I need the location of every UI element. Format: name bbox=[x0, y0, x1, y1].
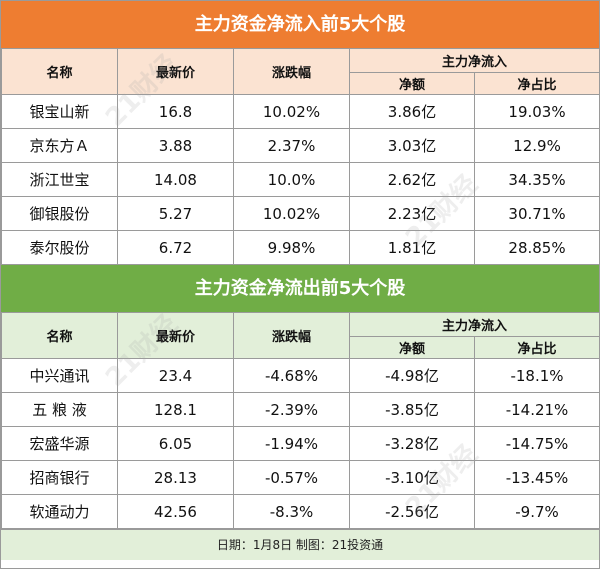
stock-price: 28.13 bbox=[117, 460, 234, 495]
outflow-table: 名称 最新价 涨跌幅 主力净流入 净额 净占比 中兴通讯 23.4 -4.68%… bbox=[1, 312, 600, 529]
flow-amount: -4.98亿 bbox=[349, 358, 475, 393]
flow-amount: 2.23亿 bbox=[349, 196, 475, 231]
stock-price: 6.72 bbox=[117, 230, 234, 265]
flow-amount: -2.56亿 bbox=[349, 494, 475, 529]
flow-amount: 3.86亿 bbox=[349, 94, 475, 129]
stock-name: 五 粮 液 bbox=[1, 392, 118, 427]
col-change-header: 涨跌幅 bbox=[233, 48, 350, 95]
stock-change: 10.0% bbox=[233, 162, 350, 197]
col-amount-header: 净额 bbox=[349, 336, 475, 359]
table-row: 银宝山新 16.8 10.02% 3.86亿 19.03% bbox=[1, 94, 600, 129]
flow-ratio: -13.45% bbox=[473, 460, 600, 495]
stock-price: 16.8 bbox=[117, 94, 234, 129]
stock-change: 2.37% bbox=[233, 128, 350, 163]
inflow-table: 名称 最新价 涨跌幅 主力净流入 净额 净占比 银宝山新 16.8 10.02%… bbox=[1, 48, 600, 265]
stock-change: 10.02% bbox=[233, 196, 350, 231]
stock-change: -8.3% bbox=[233, 494, 350, 529]
stock-name: 宏盛华源 bbox=[1, 426, 118, 461]
col-group-header: 主力净流入 bbox=[348, 48, 600, 73]
table-row: 五 粮 液 128.1 -2.39% -3.85亿 -14.21% bbox=[1, 392, 600, 427]
flow-ratio: 34.35% bbox=[473, 162, 600, 197]
col-change-header: 涨跌幅 bbox=[233, 312, 350, 359]
stock-change: 10.02% bbox=[233, 94, 350, 129]
flow-ratio: 28.85% bbox=[473, 230, 600, 265]
stock-change: 9.98% bbox=[233, 230, 350, 265]
flow-amount: 3.03亿 bbox=[349, 128, 475, 163]
stock-name: 软通动力 bbox=[1, 494, 118, 529]
flow-ratio: -14.21% bbox=[473, 392, 600, 427]
table-row: 中兴通讯 23.4 -4.68% -4.98亿 -18.1% bbox=[1, 358, 600, 393]
stock-price: 42.56 bbox=[117, 494, 234, 529]
stock-price: 14.08 bbox=[117, 162, 234, 197]
stock-name: 京东方Ａ bbox=[1, 128, 118, 163]
stock-name: 中兴通讯 bbox=[1, 358, 118, 393]
table-row: 御银股份 5.27 10.02% 2.23亿 30.71% bbox=[1, 196, 600, 231]
stock-price: 3.88 bbox=[117, 128, 234, 163]
stock-change: -4.68% bbox=[233, 358, 350, 393]
table-row: 软通动力 42.56 -8.3% -2.56亿 -9.7% bbox=[1, 494, 600, 529]
stock-price: 23.4 bbox=[117, 358, 234, 393]
flow-ratio: 12.9% bbox=[473, 128, 600, 163]
stock-name: 招商银行 bbox=[1, 460, 118, 495]
stock-name: 御银股份 bbox=[1, 196, 118, 231]
table-row: 招商银行 28.13 -0.57% -3.10亿 -13.45% bbox=[1, 460, 600, 495]
flow-ratio: 19.03% bbox=[473, 94, 600, 129]
stock-name: 泰尔股份 bbox=[1, 230, 118, 265]
flow-ratio: -9.7% bbox=[473, 494, 600, 529]
flow-amount: 1.81亿 bbox=[349, 230, 475, 265]
stock-change: -2.39% bbox=[233, 392, 350, 427]
col-price-header: 最新价 bbox=[117, 48, 234, 95]
flow-amount: -3.28亿 bbox=[349, 426, 475, 461]
table-row: 京东方Ａ 3.88 2.37% 3.03亿 12.9% bbox=[1, 128, 600, 163]
col-amount-header: 净额 bbox=[349, 72, 475, 95]
stock-name: 银宝山新 bbox=[1, 94, 118, 129]
stock-price: 6.05 bbox=[117, 426, 234, 461]
col-name-header: 名称 bbox=[1, 312, 118, 359]
table-row: 宏盛华源 6.05 -1.94% -3.28亿 -14.75% bbox=[1, 426, 600, 461]
flow-amount: -3.85亿 bbox=[349, 392, 475, 427]
col-ratio-header: 净占比 bbox=[473, 72, 600, 95]
stock-price: 5.27 bbox=[117, 196, 234, 231]
stock-name: 浙江世宝 bbox=[1, 162, 118, 197]
stock-change: -0.57% bbox=[233, 460, 350, 495]
col-group-header: 主力净流入 bbox=[348, 312, 600, 337]
flow-ratio: 30.71% bbox=[473, 196, 600, 231]
flow-amount: -3.10亿 bbox=[349, 460, 475, 495]
stock-change: -1.94% bbox=[233, 426, 350, 461]
col-ratio-header: 净占比 bbox=[473, 336, 600, 359]
inflow-title: 主力资金净流入前5大个股 bbox=[1, 1, 599, 48]
flow-ratio: -18.1% bbox=[473, 358, 600, 393]
flow-amount: 2.62亿 bbox=[349, 162, 475, 197]
table-row: 浙江世宝 14.08 10.0% 2.62亿 34.35% bbox=[1, 162, 600, 197]
footer-note: 日期：1月8日 制图：21投资通 bbox=[1, 529, 599, 560]
outflow-title: 主力资金净流出前5大个股 bbox=[1, 265, 599, 312]
col-name-header: 名称 bbox=[1, 48, 118, 95]
stock-price: 128.1 bbox=[117, 392, 234, 427]
col-price-header: 最新价 bbox=[117, 312, 234, 359]
table-row: 泰尔股份 6.72 9.98% 1.81亿 28.85% bbox=[1, 230, 600, 265]
flow-ratio: -14.75% bbox=[473, 426, 600, 461]
